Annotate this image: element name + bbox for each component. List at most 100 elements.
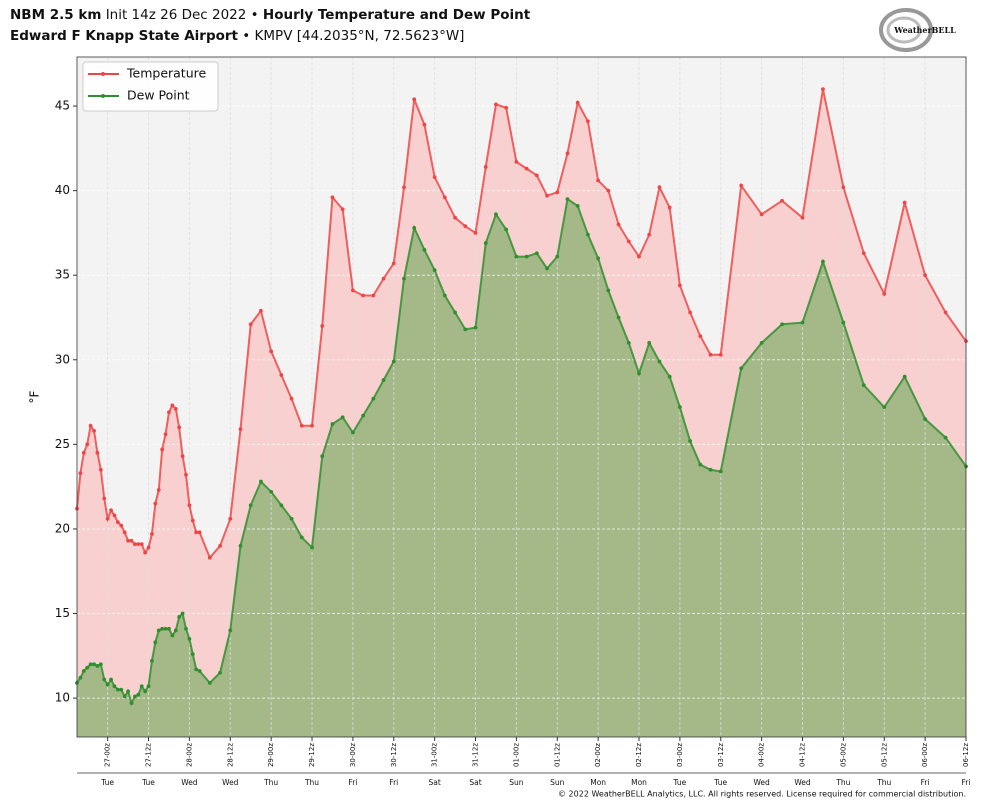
line — [76, 197, 967, 706]
point — [187, 503, 192, 508]
point — [269, 349, 274, 354]
legend-swatch-point — [101, 94, 105, 98]
subtitle-station: Edward F Knapp State Airport — [10, 28, 239, 44]
point — [143, 550, 148, 555]
point — [122, 530, 127, 535]
point — [160, 447, 165, 452]
point — [463, 327, 468, 332]
point — [412, 97, 417, 102]
x-tick-label: 31-12z — [472, 743, 480, 767]
y-tick-label: 15 — [55, 606, 70, 620]
y-tick-label: 20 — [55, 521, 70, 535]
point — [112, 513, 117, 518]
point — [320, 324, 325, 328]
legend-swatch-point — [101, 72, 105, 76]
point — [800, 215, 805, 220]
point — [698, 462, 703, 467]
point — [759, 340, 764, 345]
point — [698, 334, 703, 339]
x-tick-label: 02-00z — [594, 743, 602, 767]
point — [575, 203, 580, 208]
point — [109, 677, 113, 682]
x-tick-label: 03-00z — [676, 743, 684, 767]
point — [780, 322, 784, 327]
x-day-label: Wed — [753, 778, 770, 787]
x-tick-label: 06-00z — [921, 743, 929, 767]
point — [596, 178, 601, 183]
point — [207, 555, 212, 560]
point — [483, 241, 488, 245]
x-tick-label: 30-00z — [349, 743, 357, 767]
logo-swirl — [886, 16, 922, 44]
point — [718, 352, 723, 357]
point — [78, 675, 83, 680]
point — [156, 628, 161, 633]
point — [187, 636, 192, 641]
point — [943, 310, 948, 315]
point — [606, 288, 611, 293]
point — [800, 320, 805, 325]
legend-label: Temperature — [126, 66, 206, 81]
point — [688, 310, 693, 315]
point — [565, 151, 570, 156]
point — [381, 378, 386, 382]
point — [133, 694, 137, 699]
point — [136, 542, 141, 547]
point — [841, 185, 846, 190]
point — [861, 251, 866, 256]
point — [259, 479, 263, 484]
point — [184, 626, 188, 631]
point — [143, 689, 148, 694]
point — [310, 423, 314, 428]
point — [139, 542, 144, 547]
x-tick-label: 29-12z — [308, 743, 316, 767]
point — [524, 166, 529, 171]
point — [146, 684, 151, 689]
point — [473, 325, 478, 330]
chart-subtitle: Edward F Knapp State Airport • KMPV [44.… — [10, 28, 464, 44]
x-tick-label: 03-12z — [717, 743, 725, 767]
x-tick-label: 27-12z — [145, 743, 153, 767]
title-name: Hourly Temperature and Dew Point — [263, 7, 531, 23]
x-day-label: Wed — [181, 778, 198, 787]
x-day-label: Mon — [590, 778, 606, 787]
point — [177, 615, 182, 619]
point — [350, 288, 355, 293]
point — [228, 628, 233, 633]
point — [330, 195, 335, 200]
point — [677, 405, 682, 410]
point — [504, 227, 509, 232]
y-tick-label: 40 — [55, 183, 70, 197]
x-day-label: Fri — [962, 778, 971, 787]
area — [77, 199, 966, 738]
point — [381, 276, 386, 281]
point — [170, 403, 175, 408]
point — [780, 198, 784, 203]
x-day-label: Fri — [348, 778, 357, 787]
point — [238, 427, 243, 432]
point — [259, 308, 263, 313]
point — [163, 432, 168, 437]
point — [442, 293, 447, 298]
title-model: NBM 2.5 km — [10, 7, 101, 23]
point — [153, 640, 158, 645]
x-day-label: Wed — [222, 778, 239, 787]
point — [207, 680, 212, 685]
point — [494, 212, 498, 217]
point — [821, 87, 825, 92]
y-tick-label: 25 — [55, 437, 70, 451]
point — [432, 175, 437, 179]
x-day-label: Fri — [389, 778, 398, 787]
point — [667, 205, 672, 210]
point — [923, 273, 928, 278]
point — [330, 422, 335, 426]
point — [136, 692, 141, 697]
x-day-label: Mon — [631, 778, 647, 787]
logo: WeatherBELL — [879, 8, 956, 52]
point — [524, 254, 529, 259]
point — [170, 633, 175, 638]
x-tick-label: 01-12z — [553, 743, 561, 767]
point — [194, 530, 199, 535]
point — [708, 352, 713, 357]
point — [129, 538, 134, 543]
